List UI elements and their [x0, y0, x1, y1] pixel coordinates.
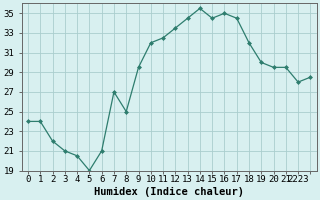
- X-axis label: Humidex (Indice chaleur): Humidex (Indice chaleur): [94, 186, 244, 197]
